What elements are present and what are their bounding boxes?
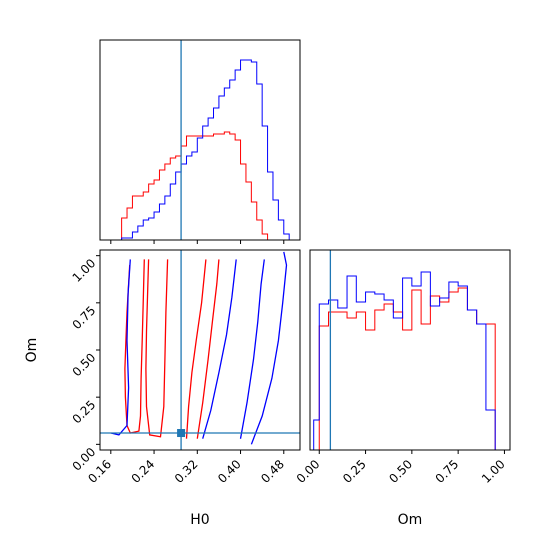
contour-h0-om-xlabel: H0 <box>190 512 209 528</box>
contour-h0-om-blue-contour-inner-right <box>202 259 237 439</box>
contour-h0-om-ytick-label: 0.75 <box>70 303 99 332</box>
hist-om-frame <box>309 249 511 451</box>
contour-h0-om-red-contour-outer <box>124 259 145 434</box>
contour-h0-om-xtick-label: 0.32 <box>172 457 201 486</box>
contour-h0-om-ylabel: Om <box>24 338 40 363</box>
contour-h0-om-blue-contour-mid-right <box>239 259 265 439</box>
contour-h0-om-blue-contour-outer-right <box>250 251 288 445</box>
contour-h0-om-ytick-label: 0.25 <box>70 398 99 427</box>
contour-h0-om-red-contour-inner-right <box>185 259 207 439</box>
contour-h0-om-xtick-label: 0.40 <box>215 457 244 486</box>
truth-marker <box>177 429 186 438</box>
contour-h0-om-xtick-label: 0.48 <box>258 457 287 486</box>
contour-h0-om-red-contour-outer-right <box>196 259 220 439</box>
contour-h0-om-xtick-label: 0.24 <box>129 457 158 486</box>
hist-om-xtick-label: 0.25 <box>340 457 369 486</box>
hist-om-xtick-label: 1.00 <box>479 457 508 486</box>
contour-h0-om-blue-contour-outer <box>110 259 131 436</box>
hist-h0-frame <box>99 39 301 241</box>
contour-h0-om-red-contour-inner <box>145 259 169 438</box>
hist-om-red-step-series <box>313 287 505 450</box>
hist-om-blue-step-series <box>313 271 505 450</box>
hist-om-xtick-label: 0.00 <box>294 457 323 486</box>
hist-om-xtick-label: 0.50 <box>386 457 415 486</box>
hist-om-xlabel: Om <box>398 512 423 528</box>
contour-h0-om-ytick-label: 0.50 <box>70 350 99 379</box>
contour-h0-om-ytick-label: 1.00 <box>70 256 99 285</box>
hist-om-xtick-label: 0.75 <box>433 457 462 486</box>
hist-h0-blue-step-series <box>100 59 300 240</box>
hist-h0-red-step-series <box>100 131 300 240</box>
